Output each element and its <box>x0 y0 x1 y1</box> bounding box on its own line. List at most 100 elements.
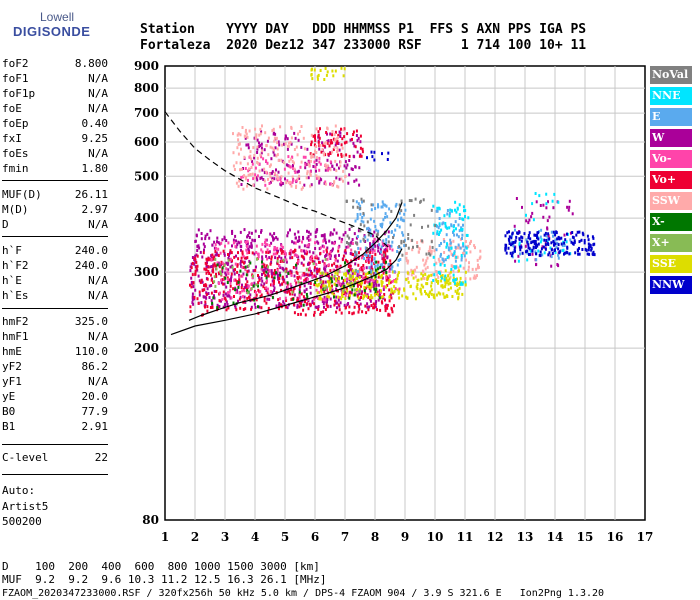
data-point <box>343 141 346 145</box>
data-point <box>536 236 538 240</box>
data-point <box>232 238 235 242</box>
data-point <box>272 284 275 287</box>
data-point <box>223 263 226 267</box>
data-point <box>367 295 370 299</box>
data-point <box>318 181 321 185</box>
data-point <box>479 255 482 259</box>
data-point <box>273 136 276 140</box>
data-point <box>213 289 216 293</box>
data-point <box>237 257 240 261</box>
data-point <box>353 305 356 309</box>
data-point <box>318 136 321 140</box>
data-point <box>280 158 283 162</box>
data-point <box>267 251 270 254</box>
data-point <box>323 305 325 309</box>
data-point <box>325 73 328 77</box>
data-point <box>446 256 449 259</box>
data-point <box>233 278 236 282</box>
data-point <box>438 217 441 220</box>
data-point <box>375 300 378 304</box>
data-point <box>313 268 316 272</box>
data-point <box>354 219 357 223</box>
data-point <box>419 290 422 294</box>
data-point <box>544 243 547 247</box>
data-point <box>205 257 208 261</box>
data-point <box>324 182 327 186</box>
data-point <box>455 255 458 259</box>
data-point <box>279 260 282 263</box>
data-point <box>248 259 251 263</box>
data-point <box>552 230 555 234</box>
data-point <box>383 265 386 269</box>
param-value: 8.800 <box>74 57 108 70</box>
data-point <box>416 244 419 248</box>
data-point <box>223 253 226 257</box>
data-point <box>309 257 312 261</box>
y-tick-label: 800 <box>134 81 159 95</box>
data-point <box>463 248 466 252</box>
param-value: 1.80 <box>81 162 109 175</box>
data-point <box>276 153 279 157</box>
data-point <box>444 269 447 273</box>
data-point <box>451 265 454 269</box>
data-point <box>442 292 445 296</box>
data-point <box>286 285 289 289</box>
data-point <box>242 254 245 258</box>
data-point <box>448 214 451 218</box>
data-point <box>297 313 300 316</box>
data-point <box>297 297 300 301</box>
data-point <box>315 127 318 131</box>
data-point <box>351 238 354 242</box>
data-point <box>296 153 299 157</box>
data-point <box>232 268 235 272</box>
data-point <box>334 69 337 73</box>
data-point <box>592 236 595 240</box>
data-point <box>384 254 387 258</box>
data-point <box>469 250 472 254</box>
data-point <box>221 238 224 242</box>
data-point <box>459 246 462 250</box>
data-point <box>306 229 308 233</box>
data-point <box>294 241 297 245</box>
data-point <box>338 177 341 181</box>
data-point <box>314 256 317 260</box>
data-point <box>297 132 299 136</box>
data-point <box>380 205 383 209</box>
data-point <box>571 231 574 234</box>
data-point <box>304 300 306 304</box>
data-point <box>548 215 551 219</box>
data-point <box>206 305 209 309</box>
data-point <box>385 278 388 282</box>
data-point <box>306 172 309 176</box>
param-value: N/A <box>88 72 108 85</box>
data-point <box>208 272 211 275</box>
data-point <box>514 228 516 232</box>
data-point <box>518 243 521 247</box>
data-point <box>236 146 239 150</box>
data-point <box>329 288 331 292</box>
data-point <box>417 250 420 254</box>
x-tick-label: 4 <box>251 530 259 544</box>
data-point <box>342 283 345 286</box>
data-point <box>456 284 458 288</box>
data-point <box>257 281 260 285</box>
data-point <box>314 138 317 142</box>
data-point <box>355 253 358 257</box>
data-point <box>554 238 557 242</box>
data-point <box>305 273 308 277</box>
data-point <box>370 282 373 286</box>
data-point <box>394 287 397 290</box>
data-point <box>320 150 323 154</box>
data-point <box>202 242 205 246</box>
data-point <box>523 232 526 236</box>
data-point <box>344 261 346 265</box>
data-point <box>237 152 240 156</box>
data-point <box>352 284 355 288</box>
data-point <box>317 257 320 261</box>
data-point <box>299 165 302 169</box>
data-point <box>361 150 364 154</box>
data-point <box>359 229 362 233</box>
param-row: MUF(D) 26.11 <box>2 188 108 202</box>
data-point <box>344 175 347 179</box>
data-point <box>385 241 388 245</box>
